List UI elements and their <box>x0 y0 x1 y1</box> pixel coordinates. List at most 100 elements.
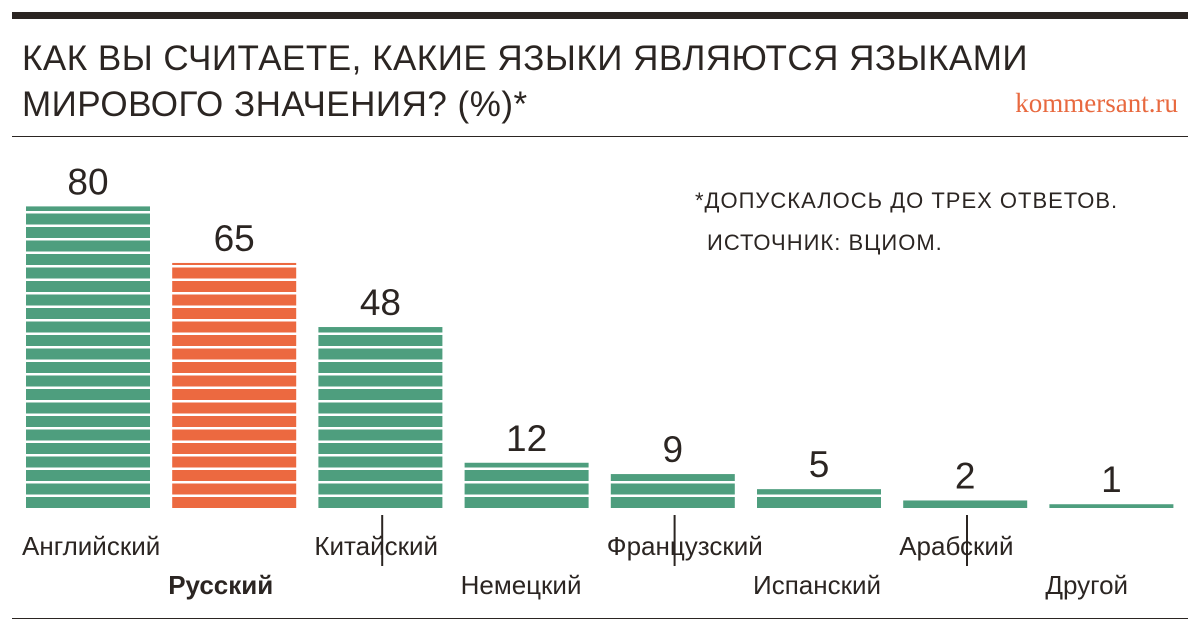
bar-5 <box>610 474 735 508</box>
bar-3-stripe-2 <box>318 483 443 495</box>
bar-3-stripe-11 <box>318 362 443 373</box>
top-rule <box>12 12 1188 19</box>
footnote: *ДОПУСКАЛОСЬ ДО ТРЕХ ОТВЕТОВ. <box>695 188 1119 213</box>
value-label: 65 <box>214 218 255 259</box>
bar-6 <box>757 489 881 508</box>
bar-3-stripe-5 <box>318 443 443 454</box>
bar-2-stripe-13 <box>172 335 297 346</box>
bar-4-stripe-2 <box>464 483 589 495</box>
bar-4 <box>464 462 589 508</box>
bar-1-stripe-2 <box>26 483 150 495</box>
bar-3-stripe-1 <box>318 497 443 508</box>
bar-2-stripe-3 <box>172 470 297 481</box>
bar-1-stripe-18 <box>26 267 150 279</box>
bar-2-stripe-14 <box>172 321 297 333</box>
bar-2-stripe-5 <box>172 443 297 454</box>
bar-8-stripe-1 <box>1049 504 1174 508</box>
bar-7-stripe-1 <box>903 500 1028 508</box>
bar-3 <box>318 327 443 508</box>
value-label: 1 <box>1101 459 1122 500</box>
bar-1-stripe-1 <box>26 497 150 508</box>
bar-5-stripe-2 <box>610 483 735 495</box>
bar-3-stripe-6 <box>318 429 443 441</box>
bar-7 <box>903 500 1028 508</box>
bar-1-stripe-3 <box>26 470 150 481</box>
bar-1-stripe-15 <box>26 308 150 319</box>
bar-6-stripe-1 <box>757 497 881 508</box>
bar-4-stripe-3 <box>464 470 589 481</box>
bar-1-stripe-22 <box>26 213 150 225</box>
bottom-rule <box>12 618 1188 619</box>
category-label: Арабский <box>899 531 1013 561</box>
bar-2-stripe-2 <box>172 483 297 495</box>
chart-note: *ДОПУСКАЛОСЬ ДО ТРЕХ ОТВЕТОВ. ИСТОЧНИК: … <box>695 180 1118 264</box>
bar-3-stripe-13 <box>318 335 443 346</box>
bar-1-stripe-12 <box>26 348 150 360</box>
bar-2 <box>172 262 297 508</box>
bar-2-stripe-1 <box>172 497 297 508</box>
bar-1-stripe-10 <box>26 375 150 387</box>
value-label: 80 <box>67 161 108 202</box>
bar-6-stripe-2 <box>757 489 881 495</box>
value-label: 9 <box>663 429 684 470</box>
bar-2-stripe-6 <box>172 429 297 441</box>
category-label: Английский <box>22 531 160 561</box>
bar-3-stripe-8 <box>318 402 443 414</box>
bar-5-stripe-3 <box>610 474 735 481</box>
category-label: Русский <box>168 570 273 600</box>
category-label: Французский <box>607 531 763 561</box>
bar-2-stripe-11 <box>172 362 297 373</box>
title-line-2: МИРОВОГО ЗНАЧЕНИЯ? (%)* <box>22 85 528 124</box>
bar-1-stripe-4 <box>26 456 150 468</box>
value-label: 2 <box>955 455 976 496</box>
category-label: Китайский <box>314 531 438 561</box>
bar-1-stripe-5 <box>26 443 150 454</box>
bar-1-stripe-7 <box>26 416 150 427</box>
bar-1-stripe-11 <box>26 362 150 373</box>
bar-1-stripe-17 <box>26 281 150 292</box>
category-label: Другой <box>1045 570 1128 600</box>
bar-1-stripe-20 <box>26 240 150 252</box>
value-label: 5 <box>809 444 830 485</box>
bar-4-stripe-1 <box>464 497 589 508</box>
title-rule <box>12 136 1188 137</box>
bar-1-stripe-8 <box>26 402 150 414</box>
bar-1-stripe-21 <box>26 227 150 238</box>
title-line-1: КАК ВЫ СЧИТАЕТЕ, КАКИЕ ЯЗЫКИ ЯВЛЯЮТСЯ ЯЗ… <box>22 39 1029 78</box>
bar-1-stripe-9 <box>26 389 150 400</box>
bar-2-stripe-10 <box>172 375 297 387</box>
bar-2-stripe-4 <box>172 456 297 468</box>
chart-title: КАК ВЫ СЧИТАЕТЕ, КАКИЕ ЯЗЫКИ ЯВЛЯЮТСЯ ЯЗ… <box>22 36 1122 128</box>
bar-2-stripe-16 <box>172 294 297 306</box>
source-note: ИСТОЧНИК: ВЦИОМ. <box>707 230 943 255</box>
bar-3-stripe-4 <box>318 456 443 468</box>
category-label: Немецкий <box>461 570 582 600</box>
bar-2-stripe-12 <box>172 348 297 360</box>
bar-3-stripe-14 <box>318 327 443 333</box>
bar-5-stripe-1 <box>610 497 735 508</box>
value-label: 48 <box>360 282 401 323</box>
bar-3-stripe-7 <box>318 416 443 427</box>
bar-3-stripe-3 <box>318 470 443 481</box>
bar-1-stripe-6 <box>26 429 150 441</box>
bar-2-stripe-7 <box>172 416 297 427</box>
bar-4-stripe-4 <box>464 462 589 468</box>
bar-3-stripe-12 <box>318 348 443 360</box>
bar-1-stripe-16 <box>26 294 150 306</box>
bar-2-stripe-8 <box>172 402 297 414</box>
bar-1-stripe-19 <box>26 254 150 265</box>
bar-2-stripe-19 <box>172 262 297 265</box>
brand-label: kommersant.ru <box>1015 88 1178 118</box>
bar-3-stripe-10 <box>318 375 443 387</box>
bar-2-stripe-9 <box>172 389 297 400</box>
bar-1-stripe-23 <box>26 206 150 211</box>
bar-2-stripe-17 <box>172 281 297 292</box>
category-label: Испанский <box>753 570 881 600</box>
bar-8 <box>1049 504 1174 508</box>
value-label: 12 <box>506 418 547 459</box>
bar-1 <box>26 206 150 508</box>
bar-1-stripe-13 <box>26 335 150 346</box>
bar-2-stripe-15 <box>172 308 297 319</box>
bar-3-stripe-9 <box>318 389 443 400</box>
